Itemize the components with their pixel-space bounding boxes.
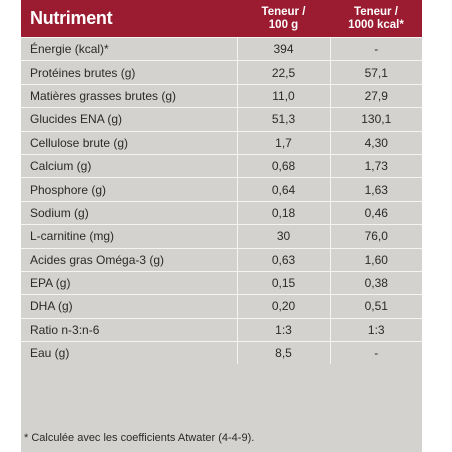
nutrient-name: Glucides ENA (g): [21, 107, 237, 132]
nutrient-name: Calcium (g): [21, 153, 237, 178]
header-per-1000kcal-line1: Teneur /: [354, 5, 398, 18]
value-per-1000kcal: 4,30: [329, 130, 422, 155]
value-per-1000kcal: 76,0: [329, 224, 422, 249]
value-per-1000kcal: 0,46: [329, 200, 422, 225]
table-row: Acides gras Oméga-3 (g) 0,63 1,60: [21, 247, 422, 272]
table-row: L-carnitine (mg) 30 76,0: [21, 224, 422, 249]
nutrient-name: Phosphore (g): [21, 177, 237, 202]
header-nutrient: Nutriment: [21, 0, 237, 38]
value-per-1000kcal: 0,38: [329, 270, 422, 295]
nutrient-name: Ratio n-3:n-6: [21, 317, 237, 342]
value-per-1000kcal: 57,1: [329, 60, 422, 85]
table-row: DHA (g) 0,20 0,51: [21, 294, 422, 319]
value-per-1000kcal: 1:3: [329, 317, 422, 342]
header-per-1000kcal: Teneur / 1000 kcal*: [330, 0, 422, 38]
value-per-1000kcal: 1,60: [329, 247, 422, 272]
value-per-100g: 0,68: [236, 153, 330, 178]
table-row: Calcium (g) 0,68 1,73: [21, 153, 422, 178]
nutrition-panel: Nutriment Teneur / 100 g Teneur / 1000 k…: [21, 0, 422, 452]
nutrient-name: Matières grasses brutes (g): [21, 83, 237, 108]
value-per-100g: 51,3: [236, 107, 330, 132]
nutrient-name: EPA (g): [21, 270, 237, 295]
nutrient-name: Protéines brutes (g): [21, 60, 237, 85]
table-row: Glucides ENA (g) 51,3 130,1: [21, 107, 422, 132]
value-per-100g: 30: [236, 224, 330, 249]
header-per-1000kcal-line2: 1000 kcal*: [348, 18, 404, 31]
value-per-100g: 11,0: [236, 83, 330, 108]
value-per-100g: 0,20: [236, 294, 330, 319]
table-row: Sodium (g) 0,18 0,46: [21, 200, 422, 225]
nutrient-name: Sodium (g): [21, 200, 237, 225]
table-header: Nutriment Teneur / 100 g Teneur / 1000 k…: [21, 0, 422, 38]
nutrient-name: Eau (g): [21, 341, 237, 365]
value-per-100g: 0,64: [236, 177, 330, 202]
header-per-100g: Teneur / 100 g: [237, 0, 330, 38]
table-row: Eau (g) 8,5 -: [21, 341, 422, 365]
header-per-100g-line1: Teneur /: [261, 5, 306, 18]
value-per-1000kcal: 130,1: [329, 107, 422, 132]
header-row: Nutriment Teneur / 100 g Teneur / 1000 k…: [21, 0, 422, 38]
value-per-1000kcal: 1,63: [329, 177, 422, 202]
nutrient-name: DHA (g): [21, 294, 237, 319]
value-per-1000kcal: 27,9: [329, 83, 422, 108]
value-per-100g: 0,63: [236, 247, 330, 272]
footnote: * Calculée avec les coefficients Atwater…: [24, 432, 255, 444]
nutrient-name: Énergie (kcal)*: [21, 36, 237, 61]
table-row: Phosphore (g) 0,64 1,63: [21, 177, 422, 202]
table-row: Protéines brutes (g) 22,5 57,1: [21, 60, 422, 85]
value-per-100g: 394: [236, 36, 330, 61]
table-row: Matières grasses brutes (g) 11,0 27,9: [21, 83, 422, 108]
nutrient-name: L-carnitine (mg): [21, 224, 237, 249]
table-row: Ratio n-3:n-6 1:3 1:3: [21, 317, 422, 342]
table-row: Énergie (kcal)* 394 -: [21, 36, 422, 61]
nutrient-name: Cellulose brute (g): [21, 130, 237, 155]
value-per-100g: 0,18: [236, 200, 330, 225]
value-per-100g: 8,5: [236, 341, 330, 365]
nutrition-table: Nutriment Teneur / 100 g Teneur / 1000 k…: [21, 0, 422, 365]
nutrient-name: Acides gras Oméga-3 (g): [21, 247, 237, 272]
table-body: Énergie (kcal)* 394 - Protéines brutes (…: [21, 36, 422, 365]
value-per-1000kcal: 0,51: [329, 294, 422, 319]
table-row: EPA (g) 0,15 0,38: [21, 270, 422, 295]
value-per-1000kcal: 1,73: [329, 153, 422, 178]
value-per-100g: 0,15: [236, 270, 330, 295]
value-per-100g: 1,7: [236, 130, 330, 155]
value-per-100g: 22,5: [236, 60, 330, 85]
value-per-1000kcal: -: [329, 341, 422, 365]
value-per-100g: 1:3: [236, 317, 330, 342]
table-row: Cellulose brute (g) 1,7 4,30: [21, 130, 422, 155]
header-per-100g-line2: 100 g: [268, 18, 299, 31]
value-per-1000kcal: -: [329, 36, 422, 61]
